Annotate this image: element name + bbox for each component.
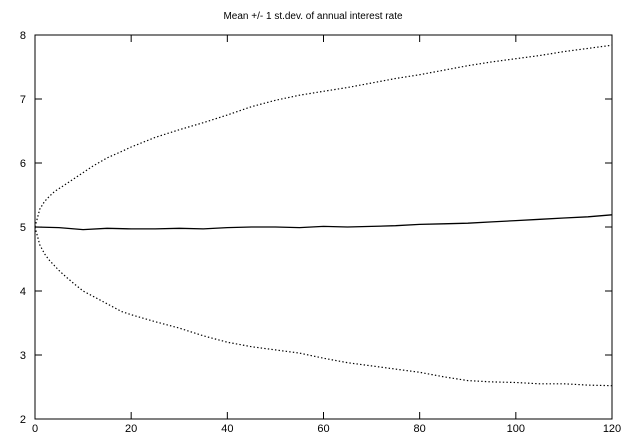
y-tick-label: 3: [20, 350, 26, 362]
upper-band-line: [34, 44, 613, 228]
x-tick-label: 120: [603, 423, 621, 435]
y-tick-label: 6: [20, 158, 26, 170]
mean-line: [34, 214, 613, 231]
x-tick-label: 100: [507, 423, 525, 435]
x-tick-label: 80: [414, 423, 426, 435]
x-tick-label: 40: [221, 423, 233, 435]
y-tick-label: 5: [20, 222, 26, 234]
y-tick-label: 2: [20, 414, 26, 426]
x-tick-label: 60: [317, 423, 329, 435]
y-tick-label: 4: [20, 286, 26, 298]
x-tick-label: 20: [125, 423, 137, 435]
lower-band-line: [34, 226, 613, 387]
chart-title: Mean +/- 1 st.dev. of annual interest ra…: [223, 11, 403, 22]
y-tick-label: 7: [20, 94, 26, 106]
plot-area: 0 20 40 60 80 100 120 2 3 4 5 6 7 8: [20, 30, 621, 435]
y-tick-label: 8: [20, 30, 26, 42]
x-tick-label: 0: [32, 423, 38, 435]
